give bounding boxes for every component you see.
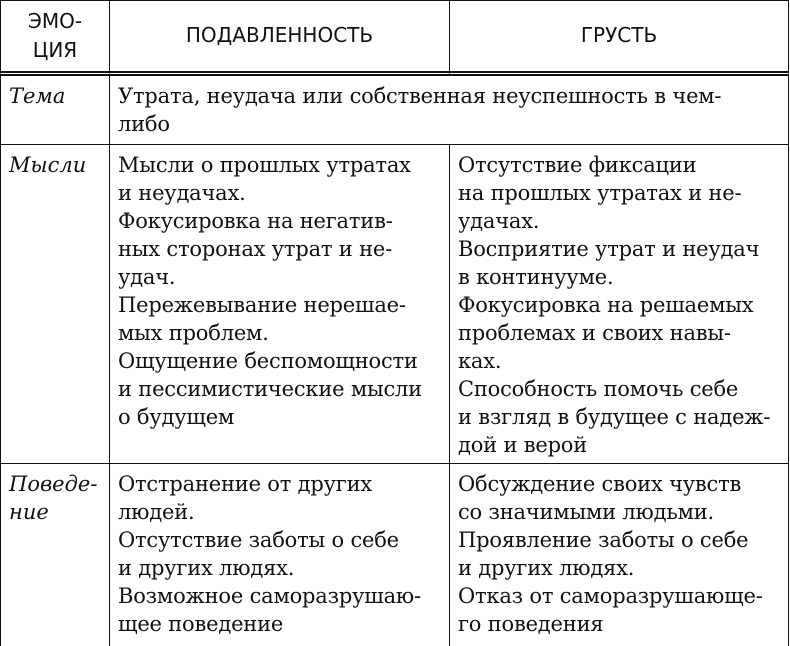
row-label: Тема: [0, 75, 110, 145]
table-cell: Обсуждение своих чувств со значимыми людь…: [450, 463, 789, 646]
text-line: либо: [118, 111, 170, 136]
text-line: го поведения: [458, 611, 604, 636]
text-line: Тема: [9, 83, 66, 108]
text-line: и других людях.: [458, 555, 635, 580]
text-line: и взгляд в будущее с надеж-: [458, 404, 771, 429]
text-line: Поведе-: [9, 471, 98, 496]
text-line: ках.: [458, 348, 502, 373]
text-line: Отстранение от других: [118, 471, 373, 496]
text-line: и пессимистические мысли: [118, 376, 422, 401]
text-line: Восприятие утрат и неудач: [458, 236, 760, 261]
text-line: Мысли: [9, 152, 87, 177]
text-line: со значимыми людьми.: [458, 499, 714, 524]
row-label: Мысли: [0, 144, 110, 464]
table-cell: Отсутствие фиксации на прошлых утратах и …: [450, 144, 789, 464]
text-line: ЭМО-: [27, 8, 83, 33]
text-line: удачах.: [458, 208, 540, 233]
text-line: мых проблем.: [118, 320, 269, 345]
text-line: и других людях.: [118, 555, 295, 580]
text-line: Отсутствие заботы о себе: [118, 527, 399, 552]
text-line: Отсутствие фиксации: [458, 152, 697, 177]
text-line: дой и верой: [458, 432, 588, 457]
header-cell: ЭМО- ЦИЯ: [0, 0, 110, 76]
text-line: в континууме.: [458, 264, 614, 289]
text-line: Проявление заботы о себе: [458, 527, 749, 552]
text-line: ных сторонах утрат и не-: [118, 236, 392, 261]
text-line: щее поведение: [118, 611, 284, 636]
text-line: Фокусировка на решаемых: [458, 292, 754, 317]
header-cell: ПОДАВЛЕННОСТЬ: [110, 0, 450, 76]
text-line: Способность помочь себе: [458, 376, 739, 401]
text-line: Ощущение беспомощности: [118, 348, 418, 373]
text-line: Пережевывание нерешае-: [118, 292, 406, 317]
text-line: ГРУСТЬ: [580, 23, 658, 48]
table-cell: Мысли о прошлых утратах и неудачах. Фокуси…: [110, 144, 450, 464]
table-cell: Отстранение от других людей. Отсутствие за…: [110, 463, 450, 646]
text-line: Утрата, неудача или собственная неуспешн…: [118, 83, 722, 108]
text-line: Возможное саморазрушаю-: [118, 583, 421, 608]
text-line: о будущем: [118, 404, 235, 429]
text-line: на прошлых утратах и не-: [458, 180, 742, 205]
table-cell: Утрата, неудача или собственная неуспешн…: [110, 75, 789, 145]
text-line: проблемах и своих навы-: [458, 320, 731, 345]
text-line: удач.: [118, 264, 176, 289]
text-line: Мысли о прошлых утратах: [118, 152, 411, 177]
row-label: Поведе-ние: [0, 463, 110, 646]
text-line: ПОДАВЛЕННОСТЬ: [185, 23, 374, 48]
text-line: Обсуждение своих чувств: [458, 471, 742, 496]
text-line: и неудачах.: [118, 180, 246, 205]
text-line: ЦИЯ: [32, 37, 78, 62]
text-line: ние: [9, 499, 49, 524]
text-line: Отказ от саморазрушающе-: [458, 583, 763, 608]
text-line: людей.: [118, 499, 195, 524]
text-line: Фокусировка на негатив-: [118, 208, 393, 233]
header-cell: ГРУСТЬ: [450, 0, 789, 76]
